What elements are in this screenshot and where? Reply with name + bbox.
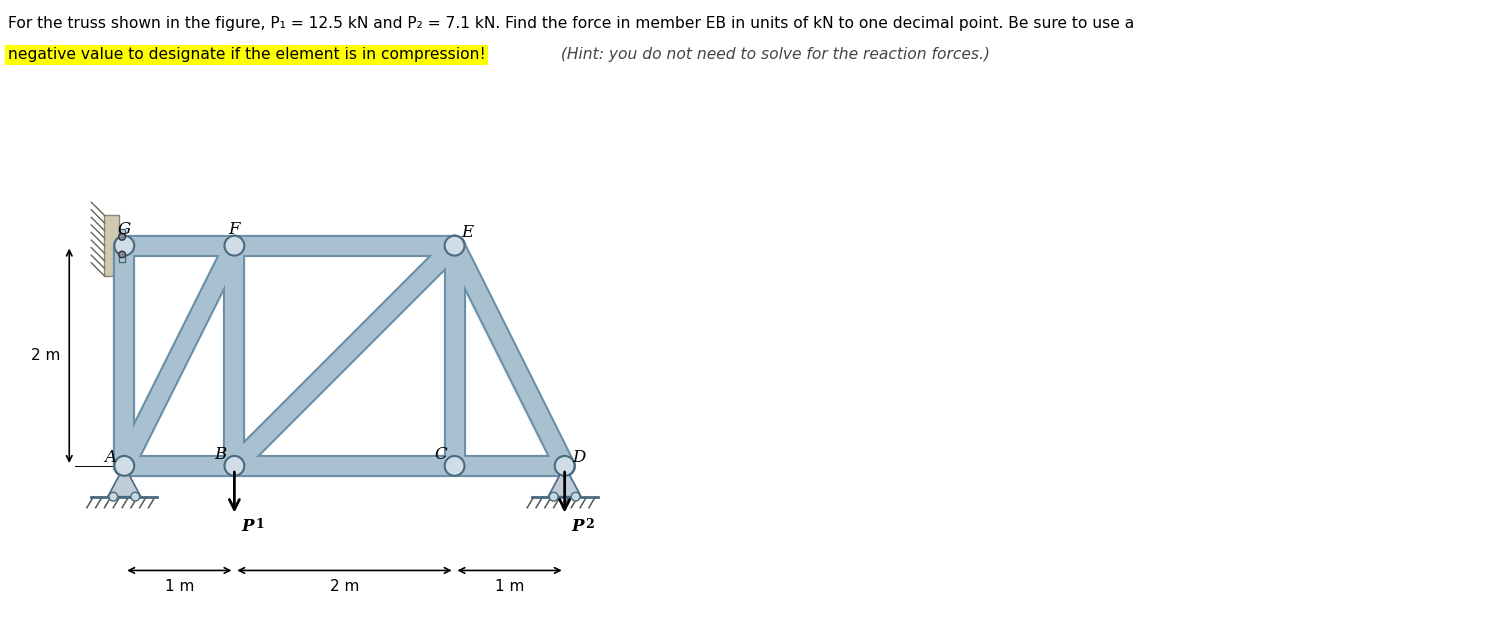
- Text: P: P: [242, 517, 254, 534]
- Text: G: G: [118, 221, 131, 238]
- Bar: [104, 215, 119, 276]
- Circle shape: [444, 236, 465, 256]
- Text: P: P: [571, 517, 584, 534]
- Text: D: D: [572, 449, 586, 466]
- Text: For the truss shown in the figure, P₁ = 12.5 kN and P₂ = 7.1 kN. Find the force : For the truss shown in the figure, P₁ = …: [8, 16, 1134, 31]
- Text: 2 m: 2 m: [32, 348, 60, 363]
- Circle shape: [115, 456, 134, 476]
- Circle shape: [550, 492, 559, 501]
- Text: C: C: [433, 446, 447, 463]
- Circle shape: [571, 492, 580, 501]
- Text: (Hint: you do not need to solve for the reaction forces.): (Hint: you do not need to solve for the …: [556, 47, 989, 62]
- Text: 1 m: 1 m: [495, 579, 524, 594]
- Bar: [119, 229, 125, 262]
- Circle shape: [225, 236, 245, 256]
- Circle shape: [115, 236, 134, 256]
- Text: A: A: [104, 449, 116, 466]
- Circle shape: [109, 492, 118, 501]
- Text: B: B: [214, 446, 226, 463]
- Polygon shape: [548, 466, 581, 497]
- Circle shape: [444, 456, 465, 476]
- Text: negative value to designate if the element is in compression!: negative value to designate if the eleme…: [8, 47, 485, 62]
- Circle shape: [131, 492, 140, 501]
- Circle shape: [119, 233, 125, 240]
- Text: 2: 2: [586, 517, 595, 531]
- Text: F: F: [228, 221, 240, 238]
- Circle shape: [119, 251, 125, 258]
- Text: E: E: [462, 224, 474, 241]
- Text: 1: 1: [255, 517, 264, 531]
- Circle shape: [554, 456, 575, 476]
- Circle shape: [225, 456, 245, 476]
- Polygon shape: [107, 466, 140, 497]
- Text: 1 m: 1 m: [165, 579, 193, 594]
- Text: 2 m: 2 m: [329, 579, 359, 594]
